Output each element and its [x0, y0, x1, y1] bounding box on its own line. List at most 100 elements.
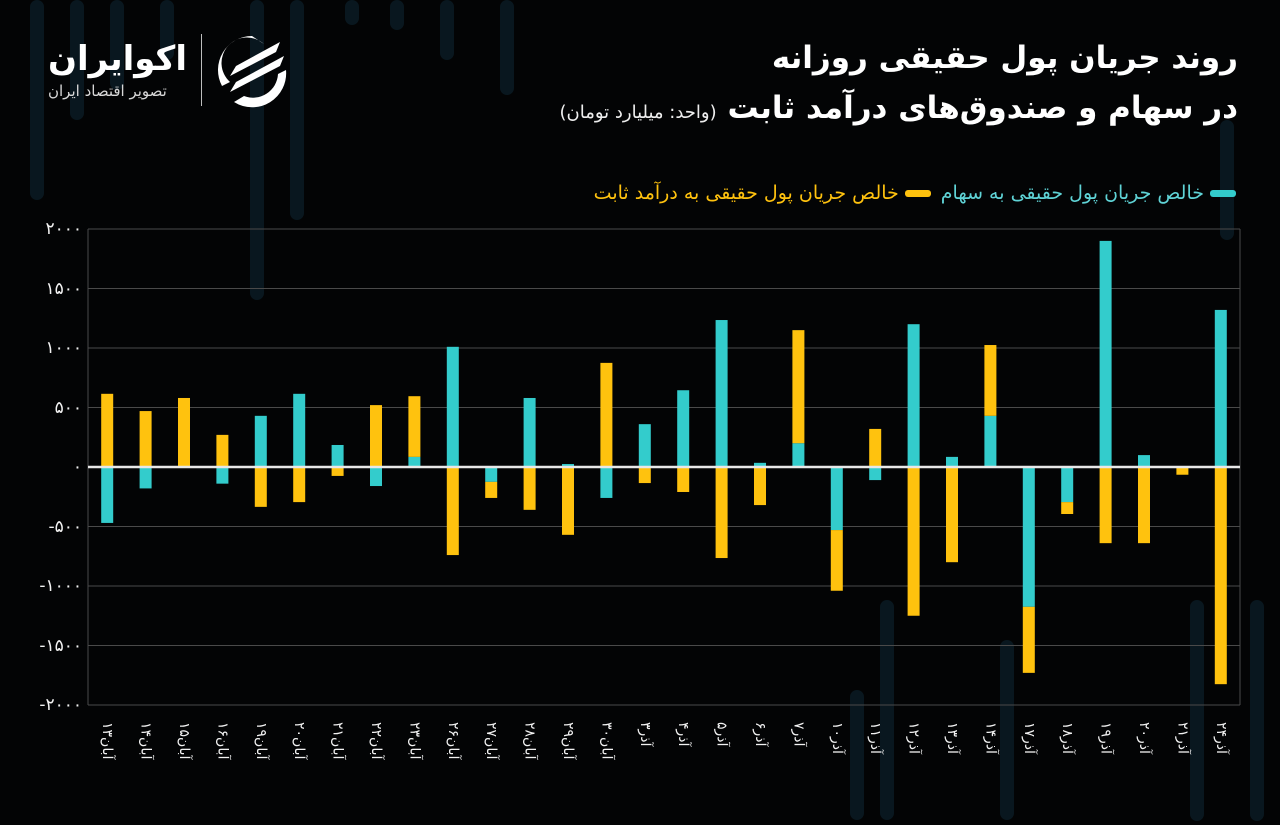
bar-segment — [1138, 467, 1150, 544]
bar-segment — [715, 467, 728, 559]
bar-segment — [139, 467, 152, 489]
bar-segment — [408, 396, 421, 457]
background-stripe — [880, 600, 894, 820]
x-tick-label: آذر۱۴ — [982, 722, 999, 754]
x-tick-label: آبان۱۹ — [252, 722, 269, 760]
background-stripe — [440, 0, 454, 60]
x-tick-label: آذر۲۴ — [1212, 722, 1229, 754]
background-stripe — [110, 0, 124, 90]
bar-segment — [254, 415, 267, 467]
bar-segment — [984, 345, 997, 416]
background-stripe — [160, 0, 174, 60]
bar-segment — [715, 320, 728, 467]
bar-segment — [869, 428, 882, 467]
title-line-1: روند جریان پول حقیقی روزانه — [771, 40, 1238, 76]
y-tick-label: -۱۵۰۰ — [39, 635, 82, 656]
bar-segment — [638, 467, 651, 484]
unit-label: (واحد: میلیارد تومان) — [559, 102, 717, 123]
x-tick-label: آبان۲۷ — [483, 722, 500, 760]
x-tick-label: آذر۱۰ — [828, 722, 845, 754]
y-tick-label: ۱۵۰۰ — [45, 278, 82, 299]
bar-segment — [293, 393, 306, 467]
bar-segment — [485, 467, 498, 482]
bar-segment — [638, 424, 651, 467]
bar-segment — [216, 467, 229, 484]
bar-segment — [523, 467, 536, 510]
bar-segment — [984, 415, 997, 467]
bar-segment — [1022, 606, 1035, 673]
y-tick-label: ۲۰۰۰ — [45, 219, 82, 239]
x-tick-label: آبان۲۸ — [521, 722, 538, 760]
y-tick-label: -۵۰۰ — [48, 516, 82, 537]
bar-segment — [600, 362, 613, 467]
bar-segment — [1099, 467, 1112, 544]
x-tick-label: آبان۲۳ — [406, 722, 423, 760]
bar-segment — [754, 467, 766, 506]
x-tick-label: آذر۱۱ — [867, 722, 884, 754]
bar-segment — [1099, 240, 1112, 467]
bar-segment — [1176, 467, 1189, 475]
legend-item-fixed-income: خالص جریان پول حقیقی به درآمد ثابت — [594, 182, 931, 204]
bar-segment — [408, 456, 421, 467]
background-stripe — [70, 0, 84, 120]
background-stripe — [1190, 600, 1204, 821]
bar-segment — [907, 467, 920, 616]
title-line-2: در سهام و صندوق‌های درآمد ثابت (واحد: می… — [560, 86, 1239, 135]
logo-divider — [201, 34, 202, 106]
bar-segment — [830, 530, 843, 591]
bar-segment — [1214, 309, 1227, 467]
bar-segment — [792, 330, 805, 444]
legend-swatch-fixed-income — [904, 189, 931, 197]
background-stripe — [30, 0, 44, 200]
bar-segment — [1022, 467, 1035, 607]
x-tick-label: آذر۴ — [675, 722, 692, 747]
y-tick-label: -۲۰۰۰ — [39, 695, 82, 715]
bar-segment — [907, 324, 920, 467]
x-tick-label: آبان۳۰ — [598, 722, 615, 760]
bar-segment — [562, 464, 574, 467]
bar-segment — [370, 467, 382, 487]
bar-segment — [178, 397, 190, 467]
bar-segment — [677, 390, 690, 467]
x-tick-label: آبان۱۳ — [99, 722, 116, 760]
title-line-2-text: در سهام و صندوق‌های درآمد ثابت — [727, 90, 1238, 126]
bar-segment — [216, 434, 229, 467]
chart-legend: خالص جریان پول حقیقی به سهام خالص جریان … — [594, 182, 1236, 204]
chart-title: روند جریان پول حقیقی روزانه در سهام و صن… — [560, 36, 1239, 135]
bar-segment — [562, 467, 574, 535]
bar-segment — [370, 405, 382, 467]
bar-segment — [1214, 467, 1227, 685]
bar-segment — [446, 467, 459, 556]
bar-segment — [677, 467, 690, 492]
x-tick-label: آذر۱۷ — [1020, 722, 1037, 754]
x-tick-label: آذر۱۸ — [1059, 722, 1076, 754]
brand-text: اکوایران تصویر اقتصاد ایران — [48, 40, 187, 100]
x-tick-label: آبان۱۴ — [137, 722, 154, 760]
bar-segment — [830, 467, 843, 531]
background-stripe — [345, 0, 359, 25]
y-tick-label: ۱۰۰۰ — [45, 338, 82, 358]
bar-segment — [869, 467, 882, 481]
brand-name: اکوایران — [48, 39, 187, 79]
x-tick-label: آذر۶ — [752, 722, 768, 747]
bar-segment — [946, 467, 958, 563]
background-stripe — [1220, 120, 1234, 240]
bar-segment — [792, 443, 805, 467]
bar-segment — [331, 467, 344, 476]
x-tick-label: آبان۱۶ — [214, 722, 231, 760]
x-tick-label: آبان۲۹ — [560, 722, 576, 760]
background-stripe — [1000, 640, 1014, 820]
brand-emblem-icon — [218, 36, 287, 108]
x-tick-label: آبان۲۱ — [329, 722, 346, 760]
bar-segment — [446, 346, 459, 467]
legend-label-fixed-income: خالص جریان پول حقیقی به درآمد ثابت — [593, 182, 899, 204]
y-tick-label: -۱۰۰۰ — [39, 576, 82, 596]
x-tick-label: آذر۷ — [790, 722, 807, 747]
background-stripe — [290, 0, 304, 220]
bar-segment — [1061, 467, 1074, 503]
bar-segment — [331, 444, 344, 467]
x-tick-label: آذر۱۹ — [1097, 722, 1114, 754]
brand-tagline: تصویر اقتصاد ایران — [48, 82, 167, 100]
